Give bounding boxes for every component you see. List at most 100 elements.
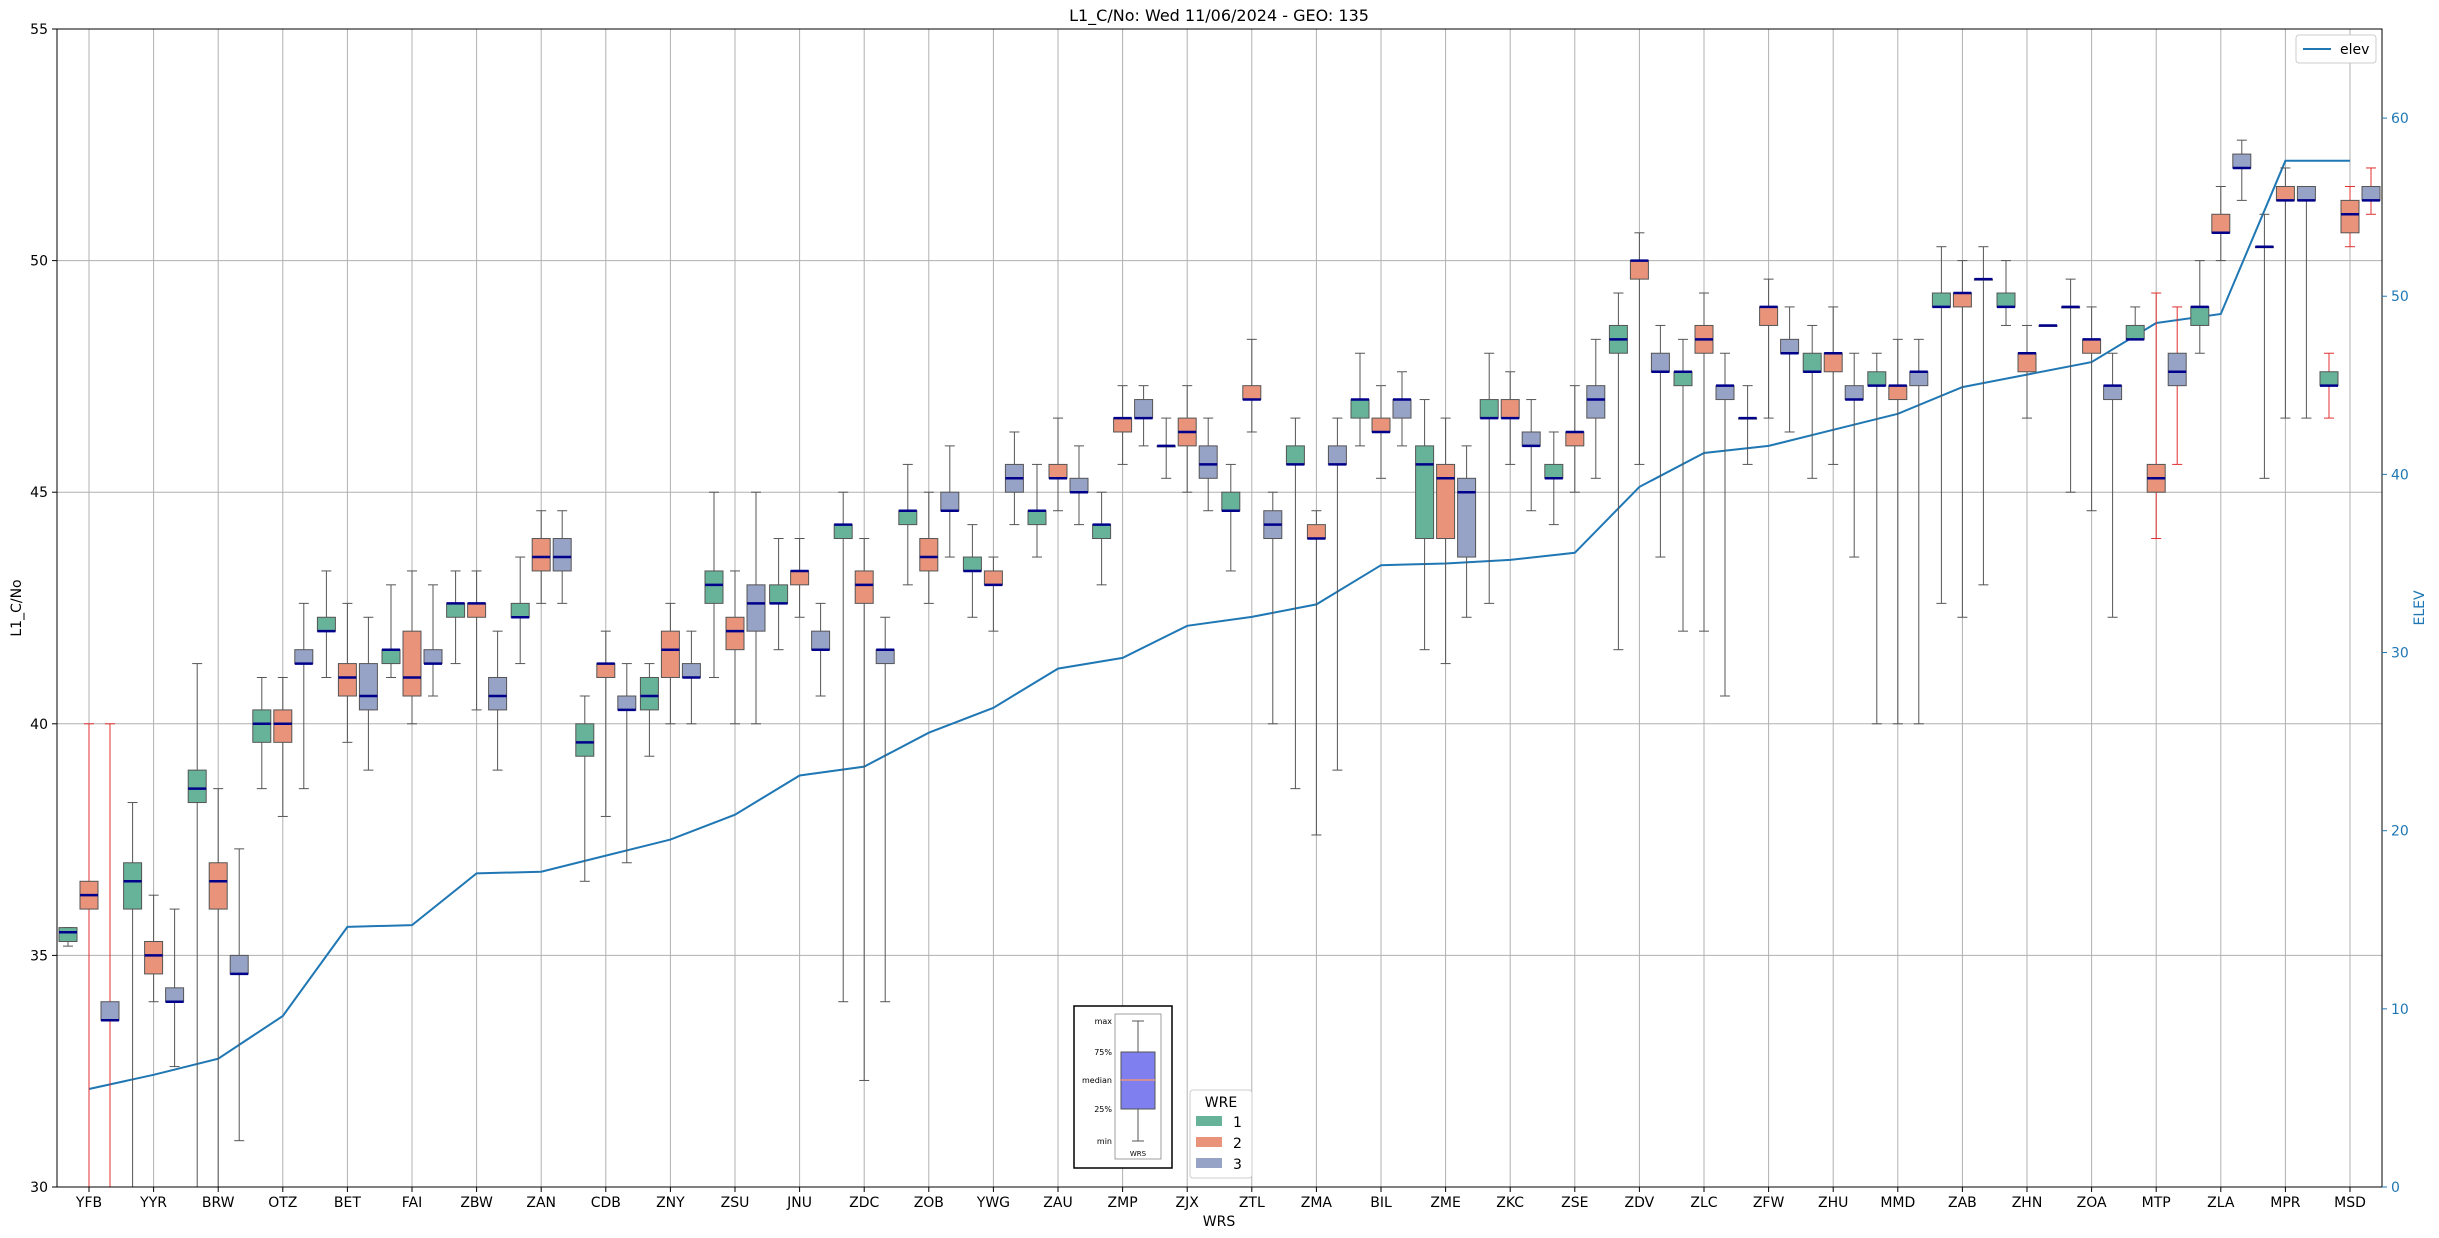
box-wrs-zob-wre-1 xyxy=(898,463,918,586)
y-tick-label: 35 xyxy=(30,948,48,964)
box-iqr xyxy=(854,570,874,604)
key-label-median: median xyxy=(1082,1076,1112,1085)
box-wrs-zau-wre-3 xyxy=(1069,445,1089,526)
x-tick-label: YWG xyxy=(976,1195,1010,1211)
box-iqr xyxy=(2082,338,2102,354)
box-wrs-zny-wre-1 xyxy=(639,663,659,757)
y-tick-label: 30 xyxy=(30,1180,48,1196)
box-iqr xyxy=(940,491,960,512)
boxplot-key-inset: max 75% median 25% min WRS xyxy=(1073,1005,1173,1169)
box-wrs-zkc-wre-1 xyxy=(1479,352,1499,604)
elev-legend-label: elev xyxy=(2340,42,2369,58)
box-iqr xyxy=(1221,491,1241,512)
box-iqr xyxy=(617,695,637,711)
box-iqr xyxy=(1134,399,1154,419)
box-wrs-ywg-wre-1 xyxy=(962,524,982,618)
box-wrs-zdv-wre-1 xyxy=(1608,292,1628,651)
box-wrs-zdv-wre-2 xyxy=(1629,232,1649,465)
box-iqr xyxy=(1888,385,1908,401)
box-wrs-zan-wre-3 xyxy=(552,510,572,604)
box-iqr xyxy=(1952,292,1972,308)
box-iqr xyxy=(2103,385,2123,401)
box-wrs-ztl-wre-3 xyxy=(1263,491,1283,725)
box-iqr xyxy=(187,769,207,804)
box-wrs-bet-wre-3 xyxy=(358,616,378,771)
box-iqr xyxy=(316,616,336,632)
box-wrs-mtp-wre-3 xyxy=(2167,306,2187,465)
box-iqr xyxy=(1113,417,1133,433)
elev-legend-frame xyxy=(2295,34,2377,64)
wre-legend-label-1: 1 xyxy=(1233,1115,1242,1131)
x-tick-label: ZMA xyxy=(1301,1195,1333,1211)
box-iqr xyxy=(681,663,701,678)
box-iqr xyxy=(252,709,272,743)
x-tick-label: MPR xyxy=(2270,1195,2301,1211)
box-wrs-zhn-wre-2 xyxy=(2017,324,2037,419)
wre-legend-swatch-2 xyxy=(1196,1137,1222,1147)
wre-legend: WRE 1 2 3 xyxy=(1189,1089,1253,1179)
box-wrs-zdv-wre-3 xyxy=(1650,324,1670,558)
box-wrs-zsu-wre-3 xyxy=(746,491,766,725)
x-axis-label: WRS xyxy=(1203,1214,1236,1230)
x-tick-label: ZAN xyxy=(526,1195,556,1211)
box-iqr xyxy=(2275,185,2295,201)
x-tick-label: ZKC xyxy=(1496,1195,1524,1211)
box-wrs-mtp-wre-2 xyxy=(2146,292,2166,540)
elev-line xyxy=(88,159,2350,1090)
box-wrs-zhu-wre-1 xyxy=(1802,324,1822,479)
x-tick-label: ZMP xyxy=(1108,1195,1138,1211)
key-label-q1: 25% xyxy=(1094,1105,1112,1114)
x-tick-label: ZAB xyxy=(1948,1195,1977,1211)
box-iqr xyxy=(1780,338,1800,354)
box-iqr xyxy=(123,862,143,910)
box-iqr xyxy=(1285,445,1305,465)
box-iqr xyxy=(1500,399,1520,419)
box-iqr xyxy=(100,1001,120,1021)
box-wrs-zhu-wre-3 xyxy=(1844,352,1864,558)
box-iqr xyxy=(1823,352,1843,373)
box-wrs-msd-wre-2 xyxy=(2340,185,2360,248)
x-tick-label: ZTL xyxy=(1239,1195,1265,1211)
x-tick-label: ZLC xyxy=(1690,1195,1717,1211)
box-iqr xyxy=(144,941,164,975)
x-tick-label: ZOB xyxy=(914,1195,944,1211)
box-iqr xyxy=(488,676,508,711)
box-wrs-zob-wre-2 xyxy=(919,491,939,604)
box-iqr xyxy=(1371,417,1391,433)
x-tick-label: ZAU xyxy=(1043,1195,1072,1211)
box-wrs-zla-wre-3 xyxy=(2232,139,2252,201)
wre-legend-title: WRE xyxy=(1205,1095,1237,1111)
x-tick-label: ZJX xyxy=(1176,1195,1200,1211)
box-iqr xyxy=(639,676,659,711)
box-iqr xyxy=(1415,445,1435,540)
box-iqr xyxy=(2211,213,2231,234)
box-iqr xyxy=(790,570,810,586)
y-axis-label: L1_C/No xyxy=(9,579,25,636)
box-wrs-fai-wre-1 xyxy=(381,584,401,678)
box-wrs-zsu-wre-2 xyxy=(725,570,745,725)
y-right-tick-label: 50 xyxy=(2391,289,2409,305)
box-iqr xyxy=(1069,477,1089,493)
box-wrs-zbw-wre-2 xyxy=(467,570,487,711)
plot-frame xyxy=(56,28,2383,1188)
y-right-tick-label: 40 xyxy=(2391,467,2409,483)
box-iqr xyxy=(1048,463,1068,479)
x-tick-label: YYR xyxy=(139,1195,167,1211)
box-wrs-ztl-wre-1 xyxy=(1221,463,1241,572)
box-wrs-fai-wre-3 xyxy=(423,584,443,697)
x-tick-label: ZFW xyxy=(1753,1195,1785,1211)
box-wrs-zme-wre-2 xyxy=(1436,417,1456,665)
x-tick-label: MSD xyxy=(2334,1195,2366,1211)
x-tick-label: ZSE xyxy=(1561,1195,1588,1211)
box-wrs-jnu-wre-1 xyxy=(769,538,789,651)
box-wrs-zbw-wre-1 xyxy=(446,570,466,665)
box-iqr xyxy=(446,602,466,618)
box-iqr xyxy=(704,570,724,604)
box-iqr xyxy=(1242,385,1262,401)
box-wrs-ztl-wre-2 xyxy=(1242,338,1262,433)
box-iqr xyxy=(575,723,595,757)
box-wrs-bet-wre-1 xyxy=(316,570,336,678)
box-iqr xyxy=(1392,399,1412,419)
box-iqr xyxy=(1867,371,1887,387)
box-iqr xyxy=(1909,371,1929,387)
